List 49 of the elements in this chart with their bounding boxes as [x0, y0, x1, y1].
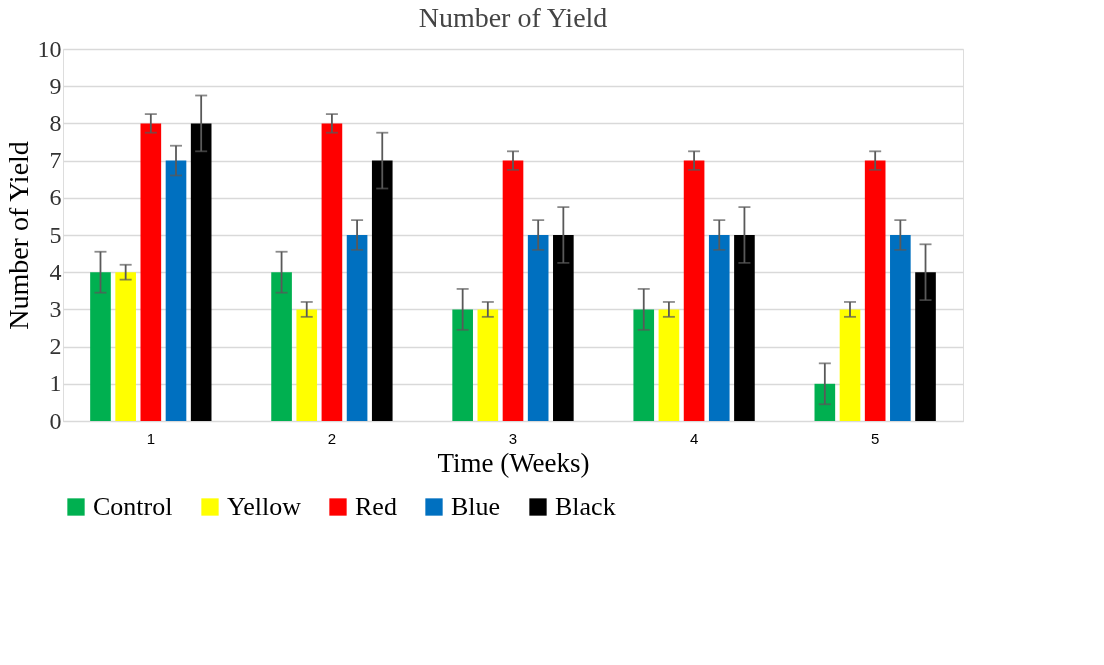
bar: [527, 235, 549, 421]
bar: [839, 309, 861, 421]
bar: [115, 272, 136, 421]
bar: [734, 235, 755, 421]
bar: [321, 123, 343, 421]
bar: [890, 235, 911, 421]
y-tick-label: 7: [49, 147, 62, 174]
y-tick-label: 5: [49, 221, 62, 248]
bar: [814, 383, 836, 421]
bar: [452, 309, 473, 421]
bar: [683, 160, 705, 421]
legend-label: Yellow: [227, 492, 302, 521]
x-tick-label: 1: [146, 429, 155, 447]
y-tick-label: 3: [49, 295, 62, 322]
bar: [346, 235, 368, 421]
chart-title: Number of Yield: [418, 2, 608, 33]
bar: [296, 309, 318, 421]
legend-label: Blue: [451, 492, 501, 521]
bar: [553, 235, 574, 421]
y-axis-title: Number of Yield: [2, 141, 34, 330]
y-tick-label: 4: [49, 258, 62, 285]
x-axis-title: Time (Weeks): [437, 447, 590, 478]
y-tick-label: 1: [49, 370, 62, 397]
y-tick-label: 6: [49, 184, 62, 211]
bar: [271, 272, 292, 421]
bar: [90, 272, 111, 421]
y-tick-label: 9: [49, 72, 62, 99]
y-tick-label: 10: [37, 35, 62, 62]
legend-label: Red: [355, 492, 397, 521]
bar: [658, 309, 680, 421]
x-tick-label: 3: [508, 429, 518, 447]
bar: [190, 123, 212, 421]
bar: [915, 272, 936, 421]
bar: [140, 123, 162, 421]
y-tick-label: 0: [49, 407, 62, 434]
legend-label: Control: [93, 492, 173, 521]
bar: [708, 235, 730, 421]
x-tick-label: 4: [689, 429, 699, 447]
bar: [477, 309, 499, 421]
x-tick-label: 2: [327, 429, 337, 447]
bar: [165, 160, 187, 421]
y-tick-label: 2: [49, 333, 62, 360]
bar: [502, 160, 524, 421]
bar: [864, 160, 886, 421]
bar: [371, 160, 393, 421]
bar: [633, 309, 655, 421]
x-tick-label: 5: [871, 429, 880, 447]
legend-label: Black: [555, 492, 616, 521]
y-tick-label: 8: [49, 109, 62, 136]
